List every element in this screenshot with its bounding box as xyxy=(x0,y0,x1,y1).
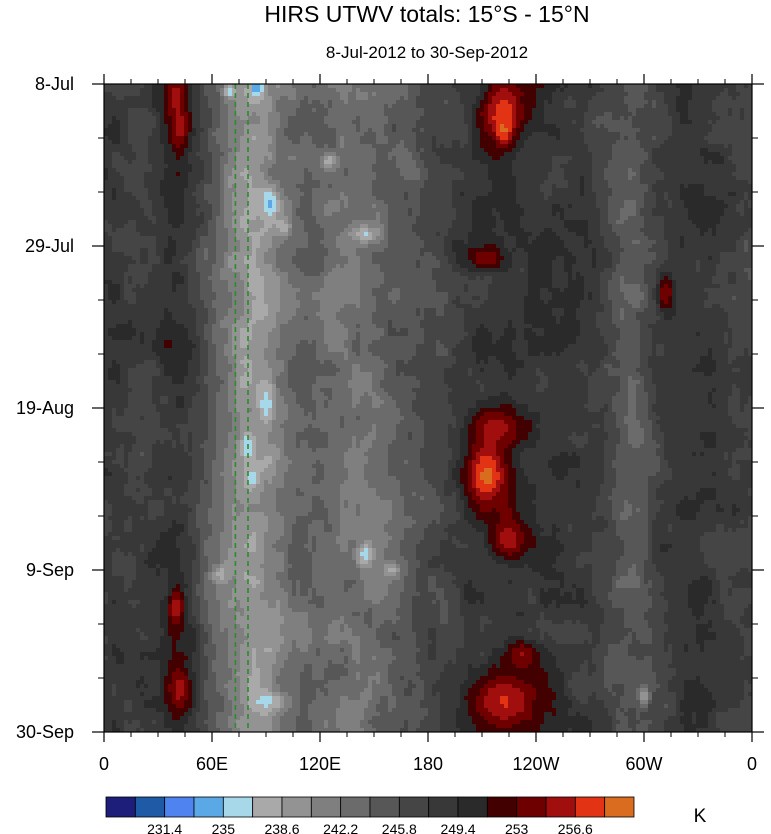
colorbar-swatch xyxy=(369,796,400,818)
colorbar-label: 253 xyxy=(505,821,529,834)
colorbar-swatch xyxy=(340,796,371,818)
colorbar-label: 245.8 xyxy=(382,821,417,834)
colorbar-swatch xyxy=(604,796,635,818)
colorbar-swatch xyxy=(398,796,430,818)
colorbar-swatch xyxy=(486,796,518,818)
colorbar-swatch xyxy=(105,796,136,818)
colorbar: 231.4 235 238.6 242.2 245.8 249.4 253 256.6 xyxy=(105,796,635,834)
x-tick-label: 0 xyxy=(747,754,757,774)
colorbar-swatch xyxy=(545,796,576,818)
x-tick-label: 60E xyxy=(196,754,228,774)
colorbar-label: 256.6 xyxy=(558,821,593,834)
axes: 0 60E 120E 180 120W 60W 0 8-Jul 29-Jul 19-Aug 9-Se… xyxy=(16,74,764,774)
colorbar-label: 235 xyxy=(212,821,236,834)
colorbar-label: 231.4 xyxy=(147,821,182,834)
colorbar-swatch xyxy=(457,796,488,818)
y-tick-label: 19-Aug xyxy=(16,398,74,418)
y-tick-label: 30-Sep xyxy=(16,722,74,742)
colorbar-swatch xyxy=(428,796,459,818)
colorbar-unit: K xyxy=(694,806,707,827)
y-tick-label: 29-Jul xyxy=(25,236,74,256)
reference-lines xyxy=(234,84,249,732)
x-tick-label: 120E xyxy=(299,754,341,774)
colorbar-swatch xyxy=(134,796,166,818)
colorbar-label: 249.4 xyxy=(440,821,475,834)
y-tick-label: 8-Jul xyxy=(35,74,74,94)
y-tick-label: 9-Sep xyxy=(26,560,74,580)
colorbar-swatch xyxy=(310,796,342,818)
chart-subtitle: 8-Jul-2012 to 30-Sep-2012 xyxy=(326,43,528,62)
contour-field xyxy=(104,84,752,732)
colorbar-swatch xyxy=(516,796,547,818)
colorbar-swatch xyxy=(281,796,312,818)
x-tick-label: 180 xyxy=(413,754,443,774)
x-tick-label: 0 xyxy=(99,754,109,774)
chart-title: HIRS UTWV totals: 15°S - 15°N xyxy=(264,1,589,27)
x-tick-label: 60W xyxy=(625,754,662,774)
colorbar-swatch xyxy=(193,796,224,818)
colorbar-swatch xyxy=(222,796,254,818)
colorbar-swatch xyxy=(164,796,195,818)
colorbar-swatch xyxy=(252,796,283,818)
x-tick-label: 120W xyxy=(512,754,559,774)
colorbar-swatch xyxy=(574,796,606,818)
colorbar-label: 242.2 xyxy=(323,821,358,834)
colorbar-label: 238.6 xyxy=(264,821,299,834)
